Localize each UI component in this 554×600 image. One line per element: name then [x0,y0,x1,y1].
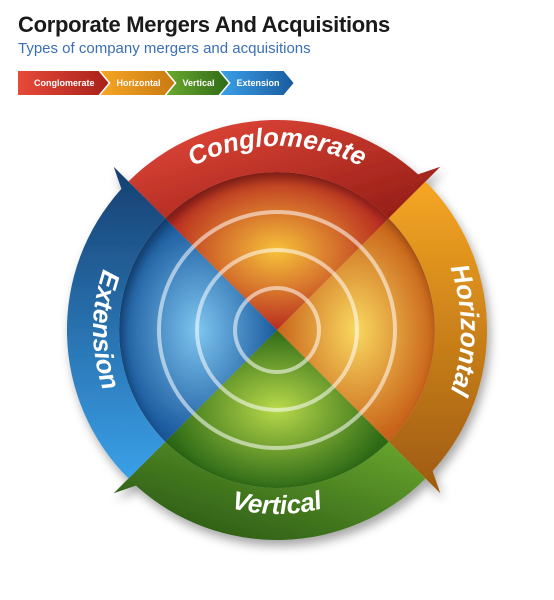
cycle-wheel: Conglomerate Horizontal Vertical Extensi… [47,100,507,560]
page-title: Corporate Mergers And Acquisitions [18,12,536,38]
page-subtitle: Types of company mergers and acquisition… [18,40,536,57]
legend-bar: Conglomerate Horizontal Vertical Extensi… [0,61,554,95]
legend-chip-conglomerate: Conglomerate [18,71,109,95]
legend-label: Vertical [183,78,215,88]
inner-rings [119,172,435,488]
legend-chip-vertical: Vertical [167,71,229,95]
legend-chip-horizontal: Horizontal [101,71,175,95]
legend-label: Extension [237,78,280,88]
wheel-svg: Conglomerate Horizontal Vertical Extensi… [47,100,507,560]
legend-chip-extension: Extension [221,71,294,95]
legend-label: Conglomerate [34,78,95,88]
legend-label: Horizontal [117,78,161,88]
header: Corporate Mergers And Acquisitions Types… [0,0,554,61]
